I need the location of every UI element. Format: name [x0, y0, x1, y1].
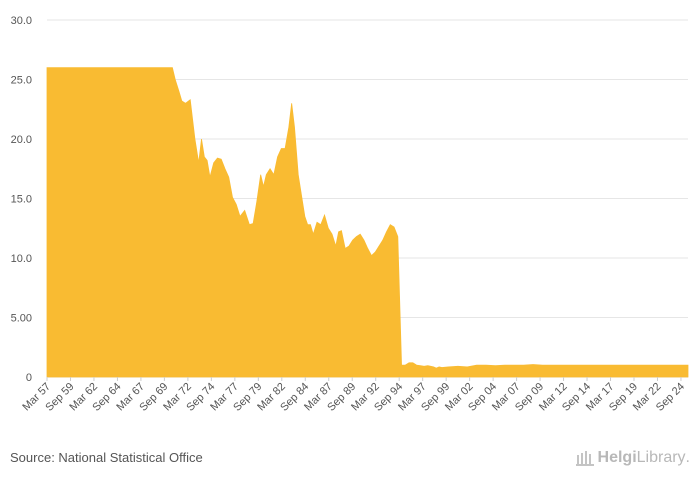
helgi-library-logo: Helgi Library.: [575, 449, 690, 467]
brand-dot: .: [685, 449, 690, 466]
y-tick-label: 0: [26, 372, 32, 384]
source-note: Source: National Statistical Office: [10, 450, 203, 465]
y-tick-label: 10.0: [11, 253, 32, 265]
area-path: [46, 67, 689, 378]
brand-helgi: Helgi: [597, 449, 637, 466]
y-tick-label: 25.0: [11, 75, 32, 87]
y-tick-label: 5.00: [11, 313, 32, 325]
area-series: [46, 67, 689, 378]
y-tick-label: 15.0: [11, 194, 32, 206]
y-tick-label: 30.0: [11, 15, 32, 27]
brand-library: Library: [636, 449, 686, 466]
library-building-icon: [575, 451, 594, 466]
y-tick-label: 20.0: [11, 134, 32, 146]
y-axis-ticks: 0 5.00 10.0 15.0 20.0 25.0 30.0: [11, 15, 32, 384]
